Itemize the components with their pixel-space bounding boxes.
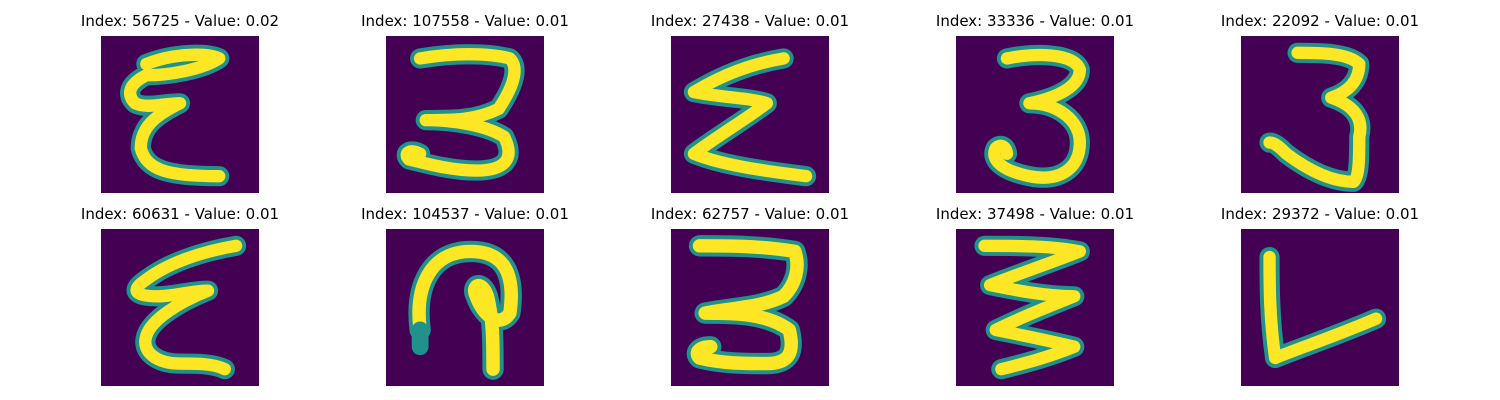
panel-title: Index: 22092 - Value: 0.01 — [1220, 12, 1420, 30]
digit-image — [101, 229, 259, 386]
panel-9: Index: 37498 - Value: 0.01 — [925, 205, 1145, 386]
three-bold-icon — [686, 235, 808, 375]
digit-image — [1241, 229, 1399, 386]
digit-image — [1241, 36, 1399, 193]
panel-10: Index: 29372 - Value: 0.01 — [1210, 205, 1430, 386]
panel-title: Index: 62757 - Value: 0.01 — [650, 205, 850, 223]
panel-title: Index: 60631 - Value: 0.01 — [80, 205, 280, 223]
digit-image — [956, 229, 1114, 386]
digit-image — [101, 36, 259, 193]
panel-1: Index: 56725 - Value: 0.02 — [70, 12, 290, 193]
panel-title: Index: 56725 - Value: 0.02 — [80, 12, 280, 30]
panel-title: Index: 33336 - Value: 0.01 — [935, 12, 1135, 30]
panel-title: Index: 107558 - Value: 0.01 — [361, 12, 569, 30]
panel-title: Index: 29372 - Value: 0.01 — [1220, 205, 1420, 223]
sigma-wide-icon — [974, 235, 1090, 380]
panel-title: Index: 27438 - Value: 0.01 — [650, 12, 850, 30]
digit-image — [386, 229, 544, 386]
l-shape-icon — [1259, 246, 1387, 369]
three-flat-top-icon — [396, 44, 525, 181]
panel-6: Index: 60631 - Value: 0.01 — [70, 205, 290, 386]
digit-image — [671, 229, 829, 386]
three-narrow-icon — [1259, 42, 1371, 192]
loop-stem-icon — [408, 240, 522, 380]
epsilon-slanted-icon — [126, 235, 247, 380]
sigma-like-icon — [683, 48, 817, 187]
panel-title: Index: 104537 - Value: 0.01 — [361, 205, 569, 223]
epsilon-tall-icon — [120, 44, 230, 187]
digit-image — [386, 36, 544, 193]
panel-7: Index: 104537 - Value: 0.01 — [355, 205, 575, 386]
three-curvy-icon — [984, 45, 1090, 188]
panel-4: Index: 33336 - Value: 0.01 — [925, 12, 1145, 193]
panel-5: Index: 22092 - Value: 0.01 — [1210, 12, 1430, 193]
panel-8: Index: 62757 - Value: 0.01 — [640, 205, 860, 386]
panel-3: Index: 27438 - Value: 0.01 — [640, 12, 860, 193]
digit-image — [956, 36, 1114, 193]
digit-image — [671, 36, 829, 193]
panel-2: Index: 107558 - Value: 0.01 — [355, 12, 575, 193]
panel-title: Index: 37498 - Value: 0.01 — [935, 205, 1135, 223]
